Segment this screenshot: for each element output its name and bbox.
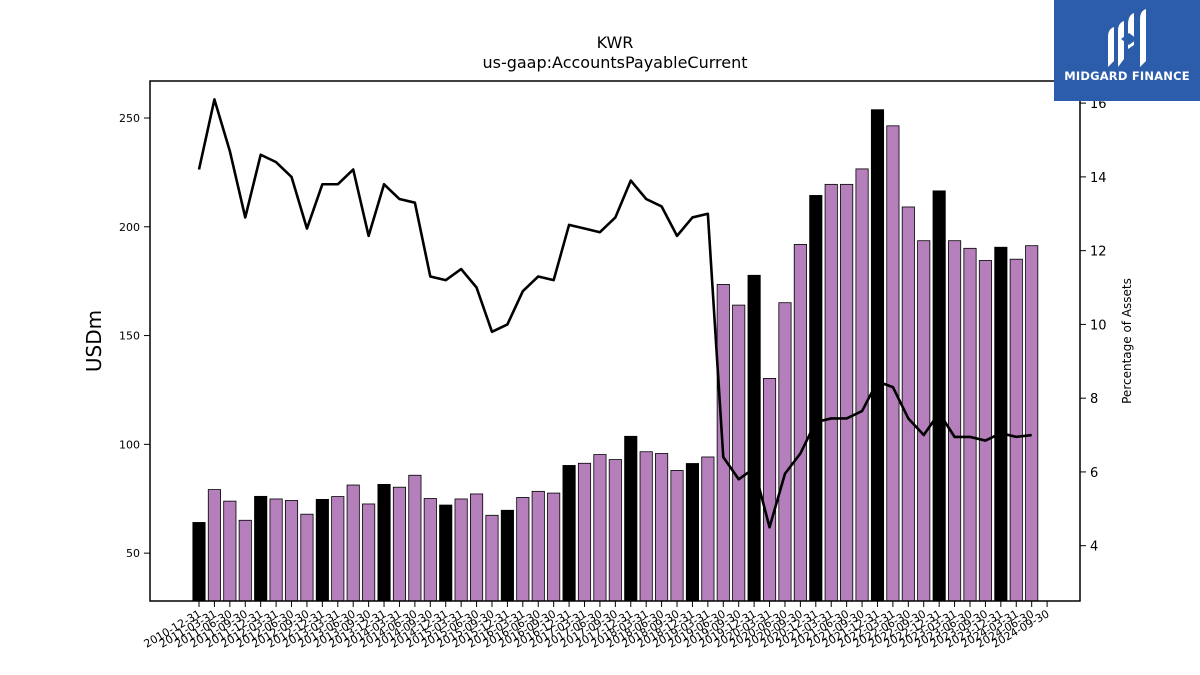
bar-2021-06-30 (840, 183, 854, 602)
bar-2024-06-30 (1025, 245, 1039, 602)
bar-2018-12-31 (685, 463, 699, 602)
chart-subtitle: us-gaap:AccountsPayableCurrent (482, 53, 747, 72)
chart-title: KWR (597, 33, 634, 52)
bar-2012-12-31 (315, 498, 329, 602)
bar-2016-06-30 (531, 490, 545, 602)
bar-2024-03-31 (1009, 258, 1023, 602)
bar-2015-03-31 (454, 498, 468, 602)
y-tick-label: 250 (119, 112, 140, 125)
bar-2020-12-31 (809, 195, 823, 602)
bar-2013-06-30 (346, 484, 360, 602)
bar-2011-12-31 (254, 495, 268, 602)
logo-text: MIDGARD FINANCE (1064, 69, 1190, 83)
y2-tick-label: 12 (1090, 245, 1107, 260)
bar-2011-03-31 (207, 489, 221, 602)
y2-tick-label: 14 (1090, 171, 1107, 186)
bar-2013-09-30 (362, 503, 376, 602)
brand-logo: MIDGARD FINANCE (1054, 0, 1200, 101)
bar-2011-09-30 (238, 519, 252, 602)
bar-2012-03-31 (269, 498, 283, 602)
bar-2020-09-30 (793, 243, 807, 602)
bar-2019-12-31 (747, 274, 761, 602)
bar-2017-03-31 (577, 462, 592, 602)
y-tick-label: 100 (119, 438, 140, 451)
bar-2018-03-31 (639, 451, 653, 602)
bar-2016-12-31 (562, 465, 576, 602)
bar-2017-09-30 (608, 459, 622, 602)
bar-2022-09-30 (917, 240, 931, 602)
bar-2022-12-31 (932, 190, 946, 602)
bar-2015-06-30 (470, 493, 484, 602)
bar-2018-09-30 (670, 470, 684, 602)
bar-2014-03-31 (392, 486, 407, 602)
bar-2023-09-30 (978, 260, 992, 602)
bar-2016-09-30 (547, 492, 561, 602)
bar-2013-12-31 (377, 483, 391, 602)
bar-2023-03-31 (948, 240, 962, 602)
bar-2012-06-30 (284, 500, 299, 602)
y-tick-label: 50 (126, 547, 140, 560)
bar-2017-06-30 (593, 454, 607, 602)
y2-tick-label: 6 (1090, 466, 1098, 481)
bars-layer (192, 109, 1039, 602)
bar-2015-12-31 (500, 509, 514, 602)
bar-2014-09-30 (423, 498, 437, 602)
line-layer (197, 98, 1032, 529)
bar-2020-06-30 (778, 302, 792, 602)
y2-axis-label: Percentage of Assets (1120, 278, 1134, 404)
y2-tick-label: 10 (1090, 318, 1107, 333)
y-tick-label: 200 (119, 221, 140, 234)
bar-2023-12-31 (994, 246, 1008, 602)
y-axis-left: 50 100 150 200 250 (119, 112, 150, 560)
x-axis: 2010-12-312011-03-312011-06-302011-09-30… (142, 601, 1052, 651)
bar-2012-09-30 (300, 513, 314, 602)
y-axis-label: USDm (82, 310, 106, 372)
y-tick-label: 150 (119, 330, 140, 343)
bar-2022-06-30 (901, 206, 915, 602)
bar-2019-03-31 (701, 456, 715, 602)
bar-2014-06-30 (408, 474, 422, 602)
bar-2020-03-31 (762, 378, 777, 602)
bar-2010-12-31 (192, 522, 206, 602)
bar-2014-12-31 (439, 504, 453, 602)
bar-2017-12-31 (624, 435, 638, 602)
y2-tick-label: 4 (1090, 540, 1098, 555)
pct-assets-line (197, 98, 1032, 529)
y2-tick-label: 8 (1090, 392, 1098, 407)
bar-2021-09-30 (855, 168, 869, 602)
bar-2019-09-30 (732, 304, 746, 602)
bar-2018-06-30 (655, 453, 669, 602)
bar-2016-03-31 (516, 497, 530, 602)
bar-2023-06-30 (963, 247, 977, 602)
bar-2015-09-30 (485, 514, 499, 602)
bar-2022-03-31 (886, 125, 900, 602)
midgard-logo-icon (1108, 9, 1146, 67)
bar-2013-03-31 (331, 496, 345, 602)
bar-2021-03-31 (824, 183, 838, 602)
bar-2021-12-31 (870, 109, 885, 602)
bar-2011-06-30 (223, 500, 237, 602)
